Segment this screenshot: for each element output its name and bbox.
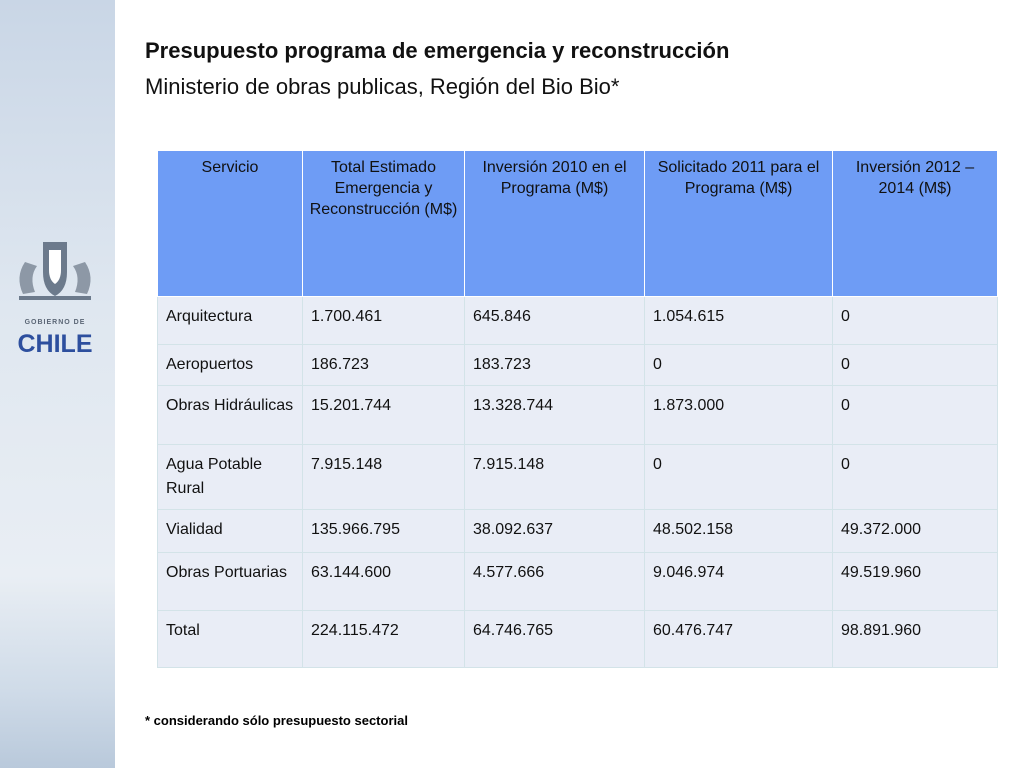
logo-huemul: [19, 262, 37, 294]
cell: 49.519.960: [832, 552, 998, 611]
cell: 13.328.744: [464, 385, 645, 445]
logo-condor: [73, 262, 91, 294]
cell: 1.700.461: [302, 296, 465, 345]
table-row: Agua Potable Rural 7.915.148 7.915.148 0 0: [157, 444, 998, 510]
row-label: Agua Potable Rural: [157, 444, 303, 510]
cell: 38.092.637: [464, 509, 645, 553]
budget-table: Servicio Total Estimado Emergencia y Reco…: [157, 150, 998, 668]
cell: 186.723: [302, 344, 465, 386]
row-label: Obras Portuarias: [157, 552, 303, 611]
table-row: Obras Hidráulicas 15.201.744 13.328.744 1.8…: [157, 385, 998, 445]
cell: 224.115.472: [302, 610, 465, 668]
subtitle: Ministerio de obras publicas, Región del…: [145, 74, 620, 99]
cell: 15.201.744: [302, 385, 465, 445]
sidebar: GOBIERNO DE CHILE: [0, 0, 115, 768]
table-row: Vialidad 135.966.795 38.092.637 48.502.158 4…: [157, 509, 998, 553]
cell: 64.746.765: [464, 610, 645, 668]
row-label: Obras Hidráulicas: [157, 385, 303, 445]
cell: 98.891.960: [832, 610, 998, 668]
cell: 0: [644, 344, 833, 386]
table-row: Total 224.115.472 64.746.765 60.476.747 98.8…: [157, 610, 998, 668]
cell: 48.502.158: [644, 509, 833, 553]
cell: 9.046.974: [644, 552, 833, 611]
cell: 0: [832, 296, 998, 345]
column-header: Total Estimado Emergencia y Reconstrucci…: [302, 150, 465, 297]
logo-base: [19, 296, 91, 300]
cell: 1.054.615: [644, 296, 833, 345]
table-row: Arquitectura 1.700.461 645.846 1.054.615 0: [157, 296, 998, 345]
cell: 60.476.747: [644, 610, 833, 668]
logo-line2: CHILE: [18, 330, 93, 358]
row-label: Total: [157, 610, 303, 668]
logo: GOBIERNO DE CHILE: [18, 242, 93, 358]
cell: 0: [832, 344, 998, 386]
cell: 0: [832, 444, 998, 510]
column-header: Inversión 2010 en el Programa (M$): [464, 150, 645, 297]
column-header: Inversión 2012 – 2014 (M$): [832, 150, 998, 297]
table-row: Obras Portuarias 63.144.600 4.577.666 9.046…: [157, 552, 998, 611]
table-row: Aeropuertos 186.723 183.723 0 0: [157, 344, 998, 386]
cell: 7.915.148: [464, 444, 645, 510]
cell: 63.144.600: [302, 552, 465, 611]
cell: 1.873.000: [644, 385, 833, 445]
cell: 49.372.000: [832, 509, 998, 553]
row-label: Arquitectura: [157, 296, 303, 345]
cell: 183.723: [464, 344, 645, 386]
cell: 0: [644, 444, 833, 510]
title: Presupuesto programa de emergencia y rec…: [145, 38, 730, 63]
logo-shield-inner: [49, 250, 61, 284]
table-body: Arquitectura 1.700.461 645.846 1.054.615 0 Ae…: [157, 296, 998, 668]
row-label: Aeropuertos: [157, 344, 303, 386]
cell: 4.577.666: [464, 552, 645, 611]
cell: 0: [832, 385, 998, 445]
column-header: Servicio: [157, 150, 303, 297]
header-row: Servicio Total Estimado Emergencia y Reco…: [157, 150, 998, 297]
footnote: * considerando sólo presupuesto sectoria…: [145, 713, 408, 728]
cell: 135.966.795: [302, 509, 465, 553]
column-header: Solicitado 2011 para el Programa (M$): [644, 150, 833, 297]
logo-line1: GOBIERNO DE: [25, 319, 86, 326]
cell: 645.846: [464, 296, 645, 345]
cell: 7.915.148: [302, 444, 465, 510]
row-label: Vialidad: [157, 509, 303, 553]
